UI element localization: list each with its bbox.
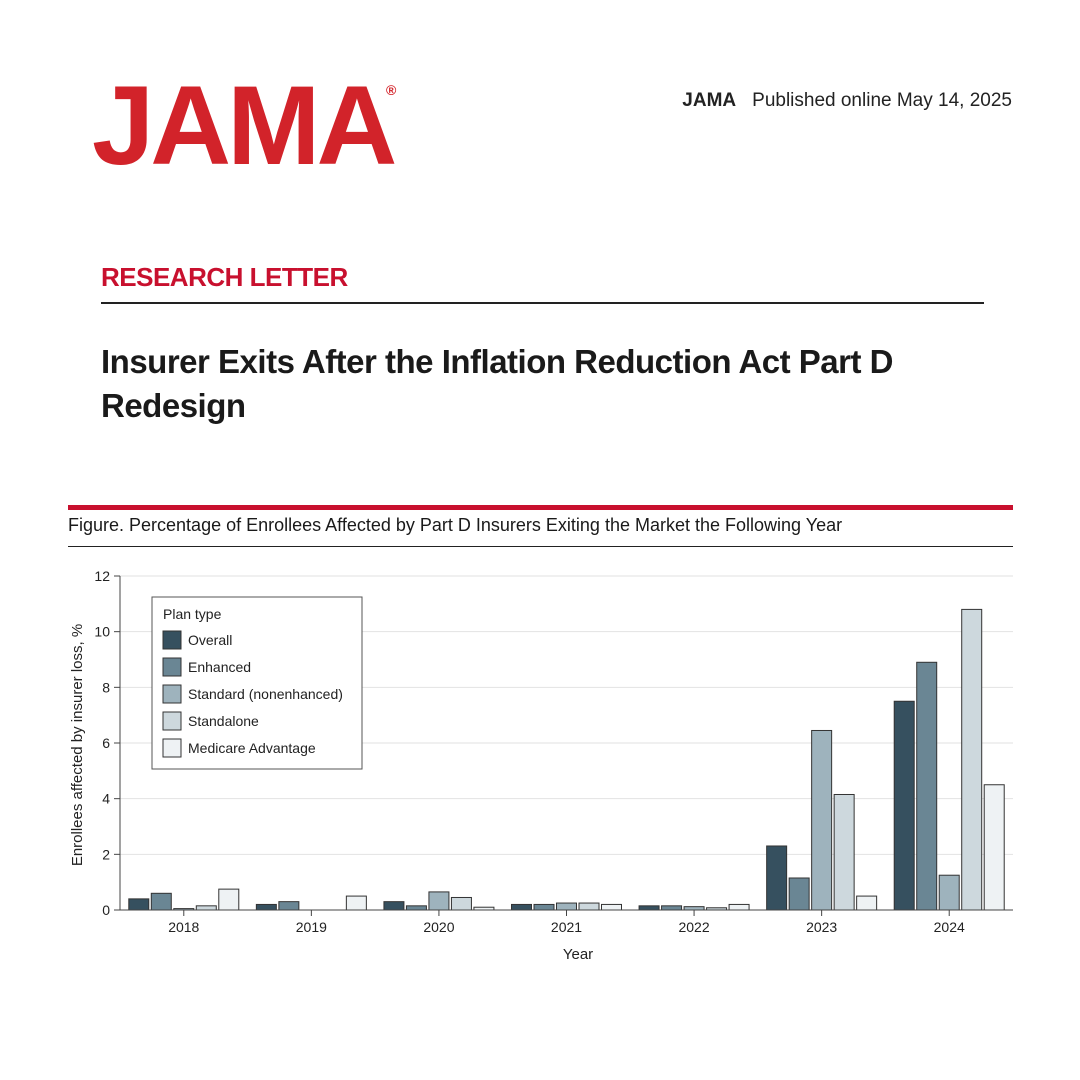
article-title: Insurer Exits After the Inflation Reduct… — [101, 343, 894, 424]
bar — [601, 903, 622, 911]
registered-mark: ® — [386, 82, 397, 98]
x-tick-label: 2023 — [806, 919, 837, 935]
bar — [383, 901, 405, 911]
section-divider — [101, 302, 984, 304]
bar — [856, 895, 878, 911]
x-axis-label: Year — [563, 946, 593, 963]
figure-caption: Figure. Percentage of Enrollees Affected… — [68, 515, 843, 535]
bar — [811, 729, 833, 911]
x-tick-label: 2018 — [168, 919, 199, 935]
legend-title: Plan type — [163, 606, 222, 622]
bar — [128, 898, 150, 911]
bar — [938, 874, 960, 911]
bar — [578, 902, 600, 911]
bar — [450, 896, 472, 911]
legend: Plan type Overall Enhanced Standard (nonen… — [151, 596, 363, 770]
bar — [893, 700, 915, 911]
bar — [683, 906, 705, 911]
x-tick-label: 2020 — [423, 919, 454, 935]
legend-label: Standalone — [188, 713, 259, 729]
bar — [195, 905, 217, 911]
bar — [345, 895, 367, 911]
bar — [511, 903, 532, 911]
journal-logo: JAMA — [92, 63, 397, 188]
y-axis: 0 2 4 6 8 10 12 — [94, 568, 121, 918]
bar — [983, 784, 1005, 911]
bars — [128, 608, 1005, 911]
x-tick-label: 2022 — [678, 919, 709, 935]
bar — [661, 905, 683, 911]
bar — [405, 905, 427, 911]
y-tick-label: 4 — [102, 791, 110, 807]
y-tick-label: 10 — [94, 624, 110, 640]
legend-swatch — [162, 630, 182, 650]
figure-top-rule — [68, 505, 1013, 510]
x-tick-label: 2021 — [551, 919, 582, 935]
bar — [638, 905, 660, 911]
x-axis: 2018 2019 2020 2021 2022 2023 2024 — [120, 909, 1013, 935]
legend-swatch — [162, 684, 182, 704]
bar — [556, 902, 577, 911]
bar — [255, 903, 277, 911]
y-tick-label: 2 — [102, 846, 110, 862]
y-tick-label: 12 — [94, 568, 110, 584]
legend-label: Medicare Advantage — [188, 740, 316, 756]
bar — [766, 845, 788, 911]
legend-label: Standard (nonenhanced) — [188, 686, 343, 702]
legend-swatch — [162, 657, 182, 677]
x-tick-label: 2024 — [934, 919, 965, 935]
bar — [961, 608, 983, 911]
legend-swatch — [162, 711, 182, 731]
legend-label: Enhanced — [188, 659, 251, 675]
publication-info: JAMA Published online May 14, 2025 — [682, 90, 1012, 112]
bar — [278, 901, 300, 911]
legend-box — [151, 596, 363, 770]
journal-name: JAMA — [682, 90, 737, 111]
x-tick-label: 2019 — [296, 919, 327, 935]
y-axis-label: Enrollees affected by insurer loss, % — [69, 624, 86, 866]
bar — [833, 793, 855, 911]
published-date: Published online May 14, 2025 — [752, 90, 1012, 111]
bar — [916, 661, 938, 911]
bar — [788, 877, 810, 911]
y-tick-label: 6 — [102, 735, 110, 751]
section-label: RESEARCH LETTER — [101, 262, 348, 292]
bar — [533, 903, 555, 911]
legend-label: Overall — [188, 632, 232, 648]
bar — [218, 888, 240, 911]
y-tick-label: 0 — [102, 902, 110, 918]
caption-divider — [68, 546, 1013, 547]
bar — [728, 903, 750, 911]
bar — [150, 892, 172, 911]
y-tick-label: 8 — [102, 679, 110, 695]
bar — [428, 891, 450, 911]
legend-swatch — [162, 738, 182, 758]
